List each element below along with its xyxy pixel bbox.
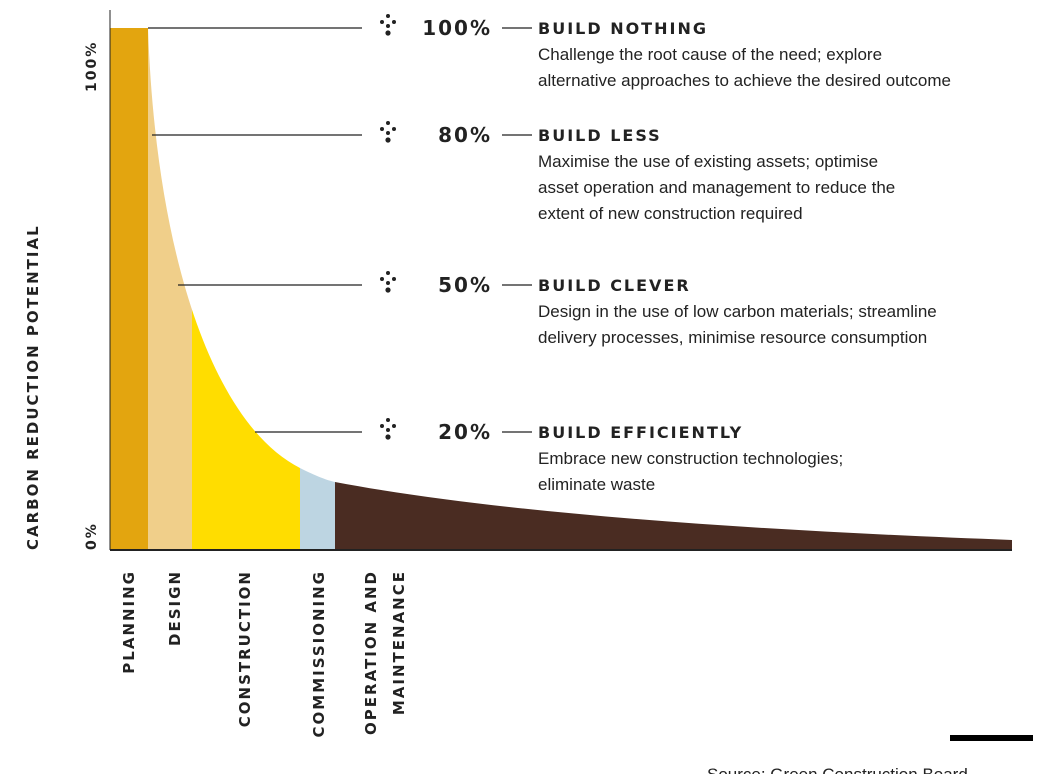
level-description: Challenge the root cause of the need; ex… [538, 45, 882, 64]
icon-dot [392, 20, 396, 24]
stage-label: CONSTRUCTION [236, 570, 254, 727]
level-description: Design in the use of low carbon material… [538, 302, 937, 321]
icon-dot [392, 424, 396, 428]
icon-dot [386, 121, 390, 125]
level-description: asset operation and management to reduce… [538, 178, 895, 197]
commissioning-band [300, 28, 335, 550]
level-percent: 50% [438, 273, 492, 297]
icon-dot [385, 137, 391, 143]
y-axis-label: CARBON REDUCTION POTENTIAL [24, 224, 42, 550]
y-bottom-label: 0% [84, 522, 100, 550]
level-title: BUILD EFFICIENTLY [538, 423, 743, 442]
icon-dot [386, 14, 390, 18]
icon-dot [392, 277, 396, 281]
level-percent: 100% [422, 16, 492, 40]
icon-dot [386, 271, 390, 275]
icon-dot [380, 20, 384, 24]
level-description: Embrace new construction technologies; [538, 449, 843, 468]
icon-dot [385, 287, 391, 293]
scale-bar [950, 735, 1033, 741]
stage-label: DESIGN [166, 570, 184, 646]
icon-dot [386, 281, 390, 285]
icon-dot [380, 424, 384, 428]
icon-dot [386, 24, 390, 28]
icon-dot [392, 127, 396, 131]
y-top-label: 100% [84, 41, 100, 92]
level-percent: 20% [438, 420, 492, 444]
level-description: extent of new construction required [538, 204, 803, 223]
level-title: BUILD CLEVER [538, 276, 691, 295]
icon-dot [385, 30, 391, 36]
level-percent: 80% [438, 123, 492, 147]
level-description: Maximise the use of existing assets; opt… [538, 152, 878, 171]
stage-label: OPERATION AND [362, 570, 380, 735]
design-band [148, 28, 192, 550]
icon-dot [380, 277, 384, 281]
level-title: BUILD NOTHING [538, 19, 708, 38]
icon-dot [386, 131, 390, 135]
stage-label: PLANNING [120, 570, 138, 674]
level-description: eliminate waste [538, 475, 655, 494]
stage-label: COMMISSIONING [310, 570, 328, 737]
level-title: BUILD LESS [538, 126, 662, 145]
icon-dot [380, 127, 384, 131]
icon-dot [386, 428, 390, 432]
construction-band [192, 28, 300, 550]
source: Source: Green Construction Board [707, 765, 968, 774]
icon-dot [385, 434, 391, 440]
level-description: delivery processes, minimise resource co… [538, 328, 927, 347]
icon-dot [386, 418, 390, 422]
planning-band [110, 28, 148, 550]
level-description: alternative approaches to achieve the de… [538, 71, 951, 90]
stage-label: MAINTENANCE [390, 570, 408, 715]
